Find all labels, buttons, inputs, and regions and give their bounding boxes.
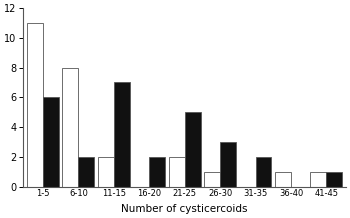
Bar [114, 82, 130, 187]
Bar [98, 157, 114, 187]
Bar [185, 112, 201, 187]
Bar [62, 68, 78, 187]
Bar [78, 157, 95, 187]
Bar [256, 157, 272, 187]
Bar [169, 157, 185, 187]
Bar [149, 157, 165, 187]
Bar [220, 142, 236, 187]
Bar [310, 172, 326, 187]
Bar [204, 172, 220, 187]
Bar [27, 23, 43, 187]
X-axis label: Number of cysticercoids: Number of cysticercoids [121, 204, 248, 214]
Bar [275, 172, 291, 187]
Bar [326, 172, 342, 187]
Bar [43, 97, 59, 187]
